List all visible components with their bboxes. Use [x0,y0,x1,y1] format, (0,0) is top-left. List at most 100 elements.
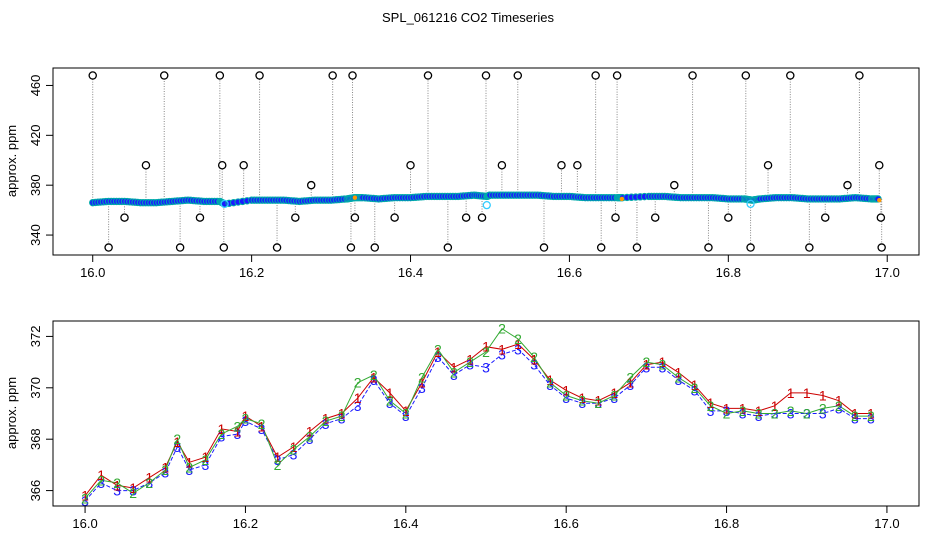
spike-point [88,71,97,80]
spike-point [159,71,169,80]
spike-point [591,71,600,80]
series-1-point: 1 [514,336,522,352]
series-3-point: 3 [217,429,225,445]
series-2-point: 2 [739,403,747,419]
orange-point [877,197,882,203]
spike-point [746,243,755,252]
series-3-point: 3 [578,395,586,411]
series-3-point: 3 [185,462,193,478]
series-3-point: 3 [161,465,169,481]
series-1-point: 1 [201,449,209,465]
spike-point [877,243,886,252]
bottom-y-tick-label: 370 [28,377,43,399]
series-1-point: 1 [675,364,683,380]
series-2-point: 2 [217,426,225,442]
series-1-point: 1 [723,400,731,416]
series-3-point: 3 [242,413,250,429]
series-1-point: 1 [354,390,362,406]
spike-point [843,180,852,190]
series-2-point: 2 [418,370,426,386]
series-1-point: 1 [258,418,266,434]
series-3-point: 3 [594,395,602,411]
series-1-point: 1 [787,385,795,401]
series-3-point: 3 [338,411,346,427]
series-3-point: 3 [173,439,181,455]
series-3-point: 3 [450,367,458,383]
spike-point [820,213,830,222]
chart-title: SPL_061216 CO2 Timeseries [382,10,554,25]
series-2-point: 2 [258,416,266,432]
series-3-point: 3 [354,398,362,414]
series-3-point: 3 [97,475,105,491]
series-3-point: 3 [659,359,667,375]
top-y-axis-label: approx. ppm [4,125,19,197]
series-3-point: 3 [723,403,731,419]
series-2-point: 2 [482,344,490,360]
spike-point [219,243,229,252]
bottom-y-tick-label: 372 [28,326,43,348]
series-2-point: 2 [97,472,105,488]
bottom-y-tick-label: 366 [28,480,43,502]
series-1-point: 1 [819,388,827,404]
series-3-point: 3 [787,406,795,422]
series-3-point: 3 [530,357,538,373]
top-y-tick-label: 380 [28,174,43,196]
series-2-point: 2 [242,411,250,427]
series-1-point: 1 [578,390,586,406]
series-1-point: 1 [322,411,330,427]
series-3-point: 3 [546,377,554,393]
series-3-point: 3 [819,406,827,422]
series-1-point: 1 [450,359,458,375]
series-3-point: 3 [755,408,763,424]
top-x-tick-label: 16.2 [239,265,264,280]
spike-point [805,243,814,252]
spike-point [306,180,316,190]
series-3-point: 3 [145,475,153,491]
bottom-x-tick-label: 16.0 [72,516,97,531]
bottom-y-tick-label: 368 [28,428,43,450]
series-1-point: 1 [185,454,193,470]
spike-point [120,213,129,222]
series-2-point: 2 [723,406,731,422]
series-3-point: 3 [466,357,474,373]
series-1-point: 1 [466,352,474,368]
spike-point [141,160,151,170]
series-1-point: 1 [707,395,715,411]
series-1-point: 1 [626,375,634,391]
series-1-point: 1 [755,403,763,419]
spike-point [443,243,453,252]
top-x-tick-label: 17.0 [875,265,900,280]
series-1-point: 1 [546,372,554,388]
series-2-point: 2 [867,408,875,424]
series-1-point: 1 [418,375,426,391]
series-3-point: 3 [675,372,683,388]
series-1-point: 1 [562,382,570,398]
series-3-point: 3 [498,346,506,362]
series-2-point: 2 [370,367,378,383]
spike-point [423,71,433,80]
spike-point [255,71,264,80]
top-panel-frame [52,67,920,256]
orange-point [352,195,358,200]
series-1-point: 1 [306,423,314,439]
series-3-point: 3 [81,493,89,509]
series-1-point: 1 [691,377,699,393]
cyan-point [746,199,755,209]
series-2-point: 2 [626,370,634,386]
series-3-point: 3 [803,406,811,422]
series-2-point: 2 [514,331,522,347]
series-3-point: 3 [386,395,394,411]
series-2-point: 2 [578,393,586,409]
series-3-point: 3 [851,411,859,427]
series-1-point: 1 [234,423,242,439]
series-2-line [84,328,871,499]
bottom-x-tick-label: 17.0 [874,516,899,531]
top-y-tick-label: 460 [28,75,43,97]
bottom-y-axis-label: approx. ppm [4,377,19,449]
bottom-panel-axes: 16.0 16.2 16.4 16.6 16.8 17.0 366 368 370 372 [28,326,900,531]
series-3-point: 3 [562,390,570,406]
spike-point [688,71,697,80]
